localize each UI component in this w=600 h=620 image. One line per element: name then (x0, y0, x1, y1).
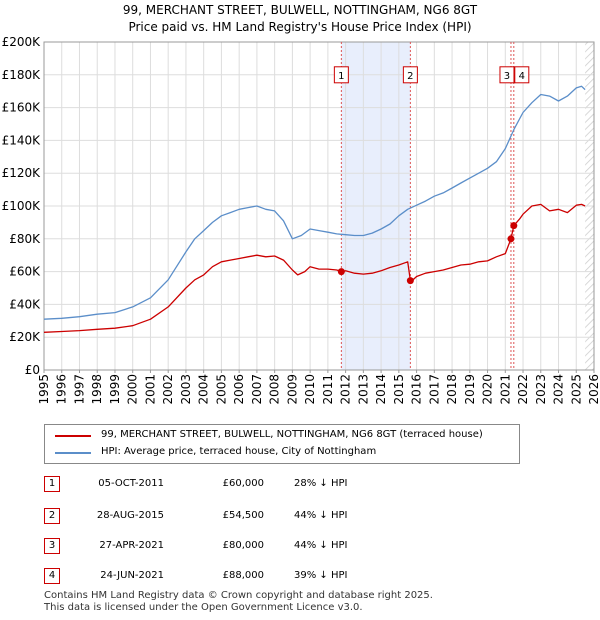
x-tick-label: 2005 (214, 374, 228, 405)
transaction-label-box: 2 (402, 66, 418, 84)
x-tick-label: 2023 (534, 374, 548, 405)
x-tick-label: 2004 (197, 374, 211, 405)
transaction-label-frame (499, 66, 515, 84)
transaction-row: 1 05-OCT-2011 £60,000 28% ↓ HPI (0, 476, 600, 496)
transaction-hpi-diff: 28% ↓ HPI (294, 478, 348, 489)
transaction-row: 3 27-APR-2021 £80,000 44% ↓ HPI (0, 538, 600, 558)
hpi-line-swatch (55, 452, 91, 454)
y-tick-label: £80K (9, 232, 41, 246)
y-tick-label: £200K (2, 35, 42, 49)
footer-licence: This data is licensed under the Open Gov… (44, 602, 363, 613)
x-tick-label: 2018 (445, 374, 459, 405)
transaction-hpi-diff: 44% ↓ HPI (294, 510, 348, 521)
x-tick-label: 2025 (569, 374, 583, 405)
x-tick-label: 2012 (339, 374, 353, 405)
price-chart: £0 £20K £40K £60K £80K £100K £120K £140K £160K £1… (2, 35, 600, 405)
y-tick-label: £20K (9, 330, 41, 344)
property-line-swatch (55, 435, 91, 437)
x-tick-label: 2020 (481, 374, 495, 405)
x-tick-label: 2021 (498, 374, 512, 405)
series-line (43, 85, 586, 320)
transaction-point (406, 277, 414, 285)
transaction-label-text: 4 (519, 71, 525, 82)
x-tick-label: 1997 (72, 374, 86, 405)
y-tick-label: £0 (25, 363, 40, 377)
transaction-label-box: 3 (499, 66, 515, 84)
x-tick-label: 1999 (108, 374, 122, 405)
transaction-label-box: 1 (333, 66, 349, 84)
x-tick-label: 2022 (516, 374, 530, 405)
transaction-label-text: 1 (338, 71, 344, 82)
y-tick-label: £140K (2, 133, 42, 147)
transaction-date: 27-APR-2021 (99, 540, 164, 551)
x-tick-label: 2003 (179, 374, 193, 405)
transaction-date: 05-OCT-2011 (98, 478, 164, 489)
transaction-price: £88,000 (222, 570, 264, 581)
x-tick-label: 2026 (587, 374, 600, 405)
transaction-number-badge: 4 (44, 568, 60, 584)
transaction-row: 4 24-JUN-2021 £88,000 39% ↓ HPI (0, 568, 600, 588)
y-tick-label: £160K (2, 101, 42, 115)
chart-title: 99, MERCHANT STREET, BULWELL, NOTTINGHAM… (122, 3, 478, 17)
transaction-date: 24-JUN-2021 (100, 570, 164, 581)
x-tick-label: 2008 (268, 374, 282, 405)
transaction-price: £60,000 (222, 478, 264, 489)
transaction-label-frame (514, 66, 530, 84)
transaction-row: 2 28-AUG-2015 £54,500 44% ↓ HPI (0, 508, 600, 528)
transaction-point (507, 235, 515, 243)
y-tick-label: £180K (2, 68, 42, 82)
legend-label-hpi: HPI: Average price, terraced house, City… (101, 446, 377, 457)
transaction-price: £80,000 (222, 540, 264, 551)
transaction-number-badge: 3 (44, 538, 60, 554)
footer-copyright: Contains HM Land Registry data © Crown c… (44, 590, 433, 601)
transaction-hpi-diff: 39% ↓ HPI (294, 570, 348, 581)
transaction-point (337, 268, 345, 276)
x-tick-label: 2010 (303, 374, 317, 405)
transaction-number-badge: 1 (44, 476, 60, 492)
x-tick-label: 2000 (126, 374, 140, 405)
x-tick-label: 2015 (392, 374, 406, 405)
x-tick-label: 2007 (250, 374, 264, 405)
y-tick-label: £60K (9, 265, 41, 279)
x-tick-label: 2011 (321, 374, 335, 405)
x-tick-label: 2009 (285, 374, 299, 405)
transaction-date: 28-AUG-2015 (96, 510, 164, 521)
x-tick-label: 2006 (232, 374, 246, 405)
transaction-hpi-diff: 44% ↓ HPI (294, 540, 348, 551)
chart-subtitle: Price paid vs. HM Land Registry's House … (128, 20, 472, 34)
transaction-number-badge: 2 (44, 508, 60, 524)
x-tick-label: 2019 (463, 374, 477, 405)
x-tick-label: 2016 (410, 374, 424, 405)
transaction-point (510, 222, 518, 230)
y-tick-label: £40K (9, 297, 41, 311)
x-tick-label: 2017 (427, 374, 441, 405)
transaction-label-frame (402, 66, 418, 84)
x-tick-label: 1996 (55, 374, 69, 405)
x-tick-label: 2013 (356, 374, 370, 405)
transaction-label-box: 4 (514, 66, 530, 84)
x-tick-label: 2002 (161, 374, 175, 405)
legend: 99, MERCHANT STREET, BULWELL, NOTTINGHAM… (44, 424, 520, 464)
x-tick-label: 1995 (37, 374, 51, 405)
y-tick-label: £120K (2, 166, 42, 180)
x-tick-label: 2014 (374, 374, 388, 405)
y-tick-label: £100K (2, 199, 42, 213)
x-tick-label: 1998 (90, 374, 104, 405)
legend-label-property: 99, MERCHANT STREET, BULWELL, NOTTINGHAM… (101, 429, 483, 440)
transaction-price: £54,500 (222, 510, 264, 521)
transaction-label-text: 3 (504, 71, 510, 82)
x-tick-label: 2024 (552, 374, 566, 405)
x-tick-label: 2001 (143, 374, 157, 405)
transaction-label-frame (333, 66, 349, 84)
transaction-label-text: 2 (407, 71, 413, 82)
plot-border (43, 41, 595, 371)
